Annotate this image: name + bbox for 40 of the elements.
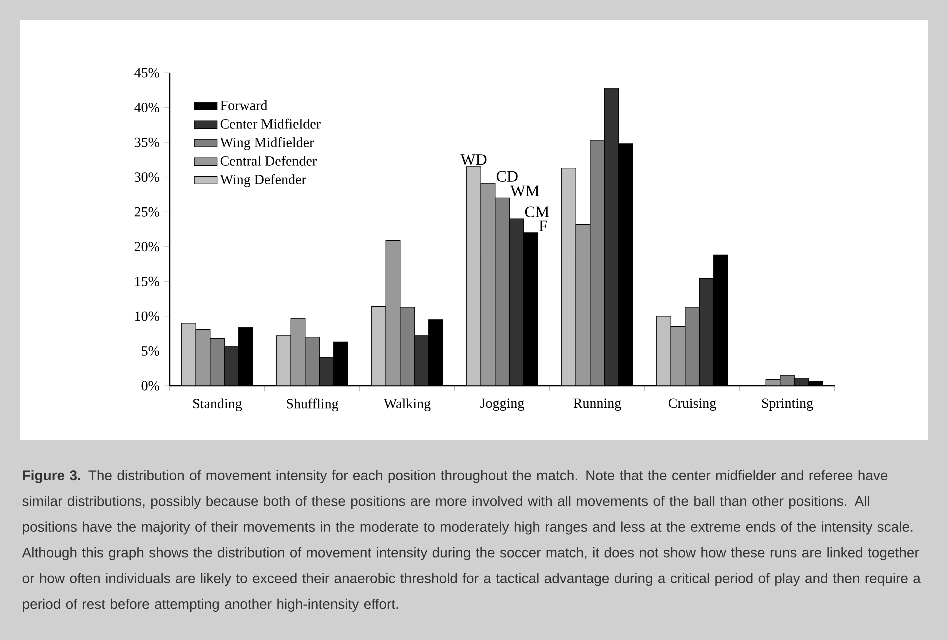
y-tick-label: 5% [142, 346, 160, 356]
annotation: CD [496, 171, 518, 182]
y-tick-label: 40% [134, 103, 160, 113]
bar [480, 183, 496, 386]
bar [495, 198, 510, 386]
y-tick-label: 30% [134, 172, 160, 182]
legend-label: Central Defender [220, 156, 317, 166]
bar [386, 240, 401, 386]
legend-label: Wing Midfielder [220, 137, 314, 150]
x-tick-label: Running [574, 398, 622, 411]
x-tick-label: Walking [384, 398, 431, 412]
bar [685, 307, 700, 386]
legend-label: Forward [220, 100, 268, 110]
y-tick-label: 15% [136, 276, 160, 286]
bar [305, 336, 320, 386]
y-tick-label: 20% [134, 242, 160, 252]
bar [210, 338, 225, 386]
x-tick-label: Jogging [480, 398, 524, 411]
y-tick-label: 45% [134, 68, 160, 78]
y-tick-label: 35% [134, 138, 160, 148]
bar [400, 307, 415, 386]
bar [576, 224, 591, 386]
legend-label: Center Midfielder [220, 118, 321, 129]
y-tick-label: 25% [134, 207, 160, 217]
annotation: CM [525, 206, 550, 218]
annotation: WM [510, 186, 540, 197]
y-tick-label: 10% [136, 312, 160, 322]
x-tick-label: Cruising [668, 398, 716, 411]
x-tick-label: Standing [194, 398, 242, 412]
annotation: WD [460, 154, 487, 166]
x-tick-label: Sprinting [762, 398, 814, 411]
text: Figure 3. The distribution of movement intensity for each position throughout the match. Note that the center midfielder and referee have similar distributions, possibly because both of these positions are more involved with all movements of the ball than other positions. All positions have the majority of their movements in the moderate to moderately high ranges and less at the extreme ends of the intensity scale. Although this graph shows the distribution of movement intensity during the soccer match, it does not show how these runs are linked together or how often individuals are likely to exceed their anaerobic threshold for a tactical advantage during a critical period of play and then require a period of rest before attempting another high-intensity effort. [22, 470, 921, 612]
bar [290, 318, 306, 386]
legend-label: Wing Defender [220, 174, 306, 188]
bar [670, 326, 686, 386]
bar [590, 140, 605, 386]
x-tick-label: Shuffling [287, 398, 339, 412]
bar [196, 329, 211, 386]
y-tick-label: 0% [142, 381, 160, 391]
annotation: F [539, 220, 548, 232]
